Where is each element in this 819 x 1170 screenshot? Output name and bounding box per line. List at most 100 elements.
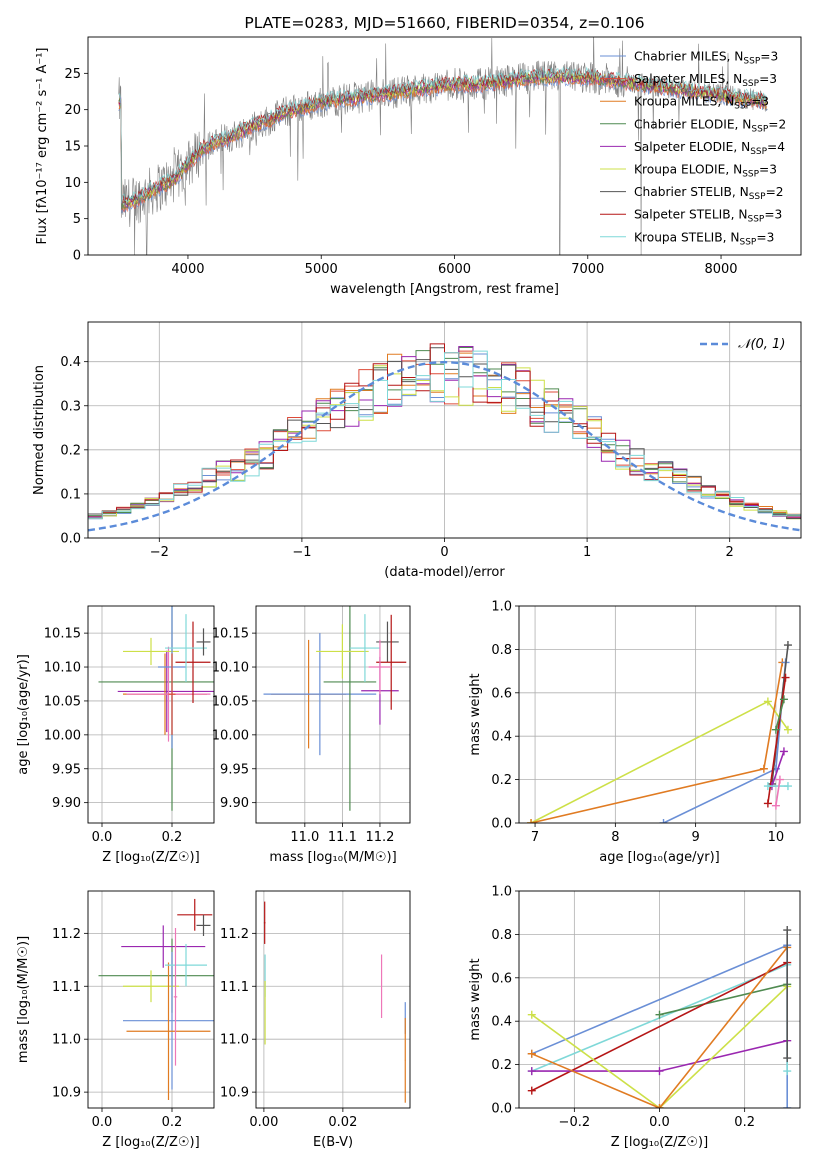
x-tick-label: 1 [583,545,591,560]
y-tick-label: 10.00 [44,728,81,743]
mass-weight-marker [771,801,780,810]
legend-sub: SSP [734,102,751,112]
panel-age_vs_Z: 0.0 0.2 9.90 9.95 10.00 10.05 10.10 10.15 Z [log… [16,605,215,865]
legend-sub: SSP [743,57,760,67]
mass-weight-marker [527,1010,536,1019]
y-tick-label: 0.8 [491,928,512,943]
mass-weight-marker [759,764,768,773]
x-tick-label: 0.0 [92,830,113,845]
x-tick-label: 0.2 [734,1115,755,1130]
panel-residuals: −2 −1 0 1 2 0.0 0.1 0.2 0.3 0.4 (data-model)/error… [32,321,802,580]
mass-weight-marker [781,673,790,682]
legend-label: Salpeter ELODIE, N [634,140,750,154]
x-tick-label: 9 [691,830,699,845]
panel-mass_vs_EBV: 0.00 0.02 10.9 11.0 11.1 11.2 E(B-V) [220,890,411,1150]
y-tick-label: 0.1 [60,487,81,502]
plot-area [263,606,407,811]
mass-weight-line-kroupa_elodie [530,700,789,823]
mass-weight-line-salpeter_stelib [531,961,788,1092]
mass-weight-marker [527,1086,536,1095]
x-tick-label: 0.2 [162,830,183,845]
x-tick-label: 10 [768,830,785,845]
legend-sub: SSP [740,237,757,247]
plot-area [118,37,768,255]
y-tick-label: 10.10 [212,661,249,676]
y-tick-label: 10.15 [212,627,249,642]
x-axis-label: E(B-V) [313,1135,353,1150]
y-tick-label: 9.95 [220,762,249,777]
legend-label: Chabrier STELIB, N [634,185,749,199]
legend-entry: Chabrier ELODIE, NSSP=2 [634,117,786,134]
axes-frame [87,605,215,824]
x-tick-label: 0.0 [649,1115,670,1130]
mass-weight-line-chabrier_elodie [775,699,785,730]
axes-frame [87,36,802,256]
y-tick-label: 0.0 [491,1102,512,1117]
x-tick-label: 2 [726,545,734,560]
mass-weight-marker [655,1010,664,1019]
legend-sub: SSP [750,147,767,157]
legend-suffix: =3 [760,50,778,64]
legend-entry: Salpeter STELIB, NSSP=3 [634,208,782,225]
histogram-step-salpeter_stelib [88,343,801,519]
axes-frame [87,890,215,1109]
x-tick-label: 0 [440,545,448,560]
y-tick-label: 0.4 [491,1015,512,1030]
mass-weight-marker [527,1049,536,1058]
plot-area [527,641,792,823]
y-tick-label: 11.0 [220,1033,249,1048]
y-axis-label: age [log₁₀(age/yr)] [16,654,31,775]
mass-weight-marker [783,1104,792,1108]
axes-frame [518,605,801,824]
panel-massweight_vs_Z: −0.2 0.0 0.2 0.0 0.2 0.4 0.6 0.8 1.0 Z [log₁₀(Z/Z… [468,885,801,1150]
legend-suffix: =3 [751,95,769,109]
legend-sub: SSP [742,170,759,180]
y-tick-label: 10.15 [44,627,81,642]
mass-weight-line-chabrier_elodie [659,983,788,1016]
y-tick-label: 0 [73,249,81,264]
x-tick-label: 0.2 [162,1115,183,1130]
mass-weight-line-salpeter_stelib [767,677,787,804]
chart-title: PLATE=0283, MJD=51660, FIBERID=0354, z=0… [244,14,644,32]
x-tick-label: 11.0 [290,830,319,845]
panel-mass_vs_Z: 0.0 0.2 10.9 11.0 11.1 11.2 Z [log₁₀(Z/Z☉)] mas… [16,890,215,1150]
y-tick-label: 0.6 [491,971,512,986]
x-tick-label: 0.0 [92,1115,113,1130]
y-tick-label: 10.05 [212,694,249,709]
legend-label: Salpeter STELIB, N [634,208,747,222]
legend-label: Kroupa STELIB, N [634,230,740,244]
x-axis-label: (data-model)/error [384,565,505,580]
mass-weight-line-kroupa_miles [531,946,788,1108]
y-tick-label: 0.3 [60,399,81,414]
y-axis-label: mass weight [468,958,483,1040]
mass-weight-line-kroupa_miles [530,662,784,823]
x-tick-label: −2 [150,545,169,560]
legend-suffix: =3 [759,163,777,177]
mass-weight-marker [783,725,792,734]
mass-weight-marker [783,782,792,791]
y-tick-label: 11.2 [52,927,81,942]
y-tick-label: 5 [73,212,81,227]
y-tick-label: 0.2 [491,1058,512,1073]
mass-weight-marker [763,697,772,706]
mass-weight-marker [655,1067,664,1076]
plot-area [98,606,214,811]
y-tick-label: 10.10 [44,661,81,676]
mass-weight-marker [655,1104,664,1108]
legend-entry: Salpeter MILES, NSSP=3 [634,72,777,89]
mass-weight-marker [783,1067,792,1076]
mass-weight-line-salpeter_elodie [771,751,785,787]
panel-spectrum: 4000 5000 6000 7000 8000 0 5 10 15 20 25 wavelength… [35,14,802,297]
x-tick-label: 0.00 [249,1115,278,1130]
mass-weight-marker [775,775,784,784]
y-tick-label: 9.90 [220,796,249,811]
y-tick-label: 1.0 [491,885,512,900]
y-tick-label: 0.0 [60,532,81,547]
legend-suffix: =3 [759,72,777,86]
y-tick-label: 0.4 [491,730,512,745]
x-tick-label: −1 [292,545,311,560]
mass-weight-marker [659,819,668,823]
legend-entry: Kroupa ELODIE, NSSP=3 [634,163,777,180]
y-axis-label: Flux [fλ10⁻¹⁷ erg cm⁻² s⁻¹ A⁻¹] [35,48,50,245]
plot-area [88,343,801,532]
